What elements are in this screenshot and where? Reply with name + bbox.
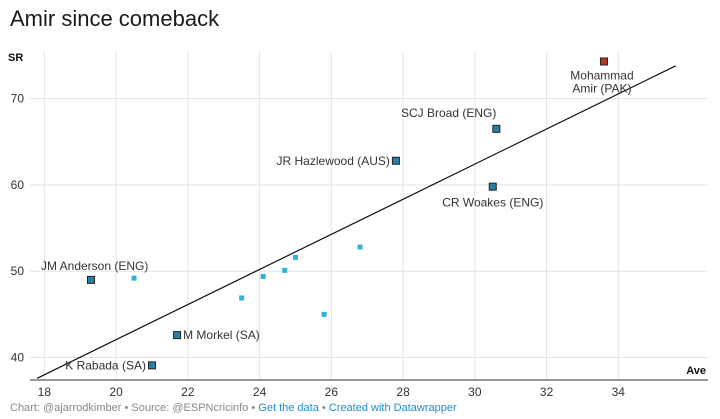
get-data-link[interactable]: Get the data (258, 402, 319, 414)
labeled-point (488, 182, 497, 191)
footer-credit: Chart: @ajarrodkimber • Source: @ESPNcri… (10, 402, 256, 414)
data-point (357, 244, 363, 250)
y-tick-label: 70 (11, 92, 25, 106)
labeled-point (391, 156, 400, 165)
x-tick-label: 24 (253, 385, 267, 399)
chart-title: Amir since comeback (10, 6, 220, 31)
point-label: Mohammad Amir (PAK) (570, 68, 633, 95)
grid-lines (30, 52, 708, 381)
data-point (282, 267, 288, 273)
labeled-point (173, 331, 182, 340)
labeled-point (147, 361, 156, 370)
data-point (292, 254, 298, 260)
point-label: CR Woakes (ENG) (442, 196, 543, 210)
point-label: JR Hazlewood (AUS) (277, 154, 390, 168)
labeled-point (86, 275, 95, 284)
trend-line (36, 65, 676, 379)
x-tick-label: 26 (325, 385, 339, 399)
x-tick-label: 34 (612, 385, 626, 399)
y-tick-labels: 40 50 60 70 (11, 92, 25, 365)
highlight-point (599, 57, 608, 66)
data-point (321, 311, 327, 317)
x-axis-label: Ave (686, 365, 706, 377)
data-point (131, 275, 137, 281)
axis-labels: SR Ave (8, 52, 706, 377)
point-label: M Morkel (SA) (183, 328, 260, 342)
x-tick-labels: 18 20 22 24 26 28 30 32 34 (38, 385, 626, 399)
point-labels: Mohammad Amir (PAK) SCJ Broad (ENG) JR Hazl… (41, 68, 634, 372)
point-label: JM Anderson (ENG) (41, 259, 148, 273)
chart-footer: Chart: @ajarrodkimber • Source: @ESPNcri… (10, 402, 457, 414)
point-label: SCJ Broad (ENG) (401, 106, 496, 120)
x-tick-label: 28 (396, 385, 410, 399)
y-tick-label: 40 (11, 351, 25, 365)
x-tick-label: 18 (38, 385, 52, 399)
y-tick-label: 60 (11, 178, 25, 192)
footer-separator: • (321, 402, 326, 414)
data-points (86, 57, 608, 370)
trend-line-group (36, 65, 676, 379)
y-axis-label: SR (8, 52, 23, 64)
x-tick-label: 22 (181, 385, 195, 399)
labeled-point (492, 124, 501, 133)
x-tick-label: 32 (540, 385, 554, 399)
point-label: K Rabada (SA) (65, 358, 146, 372)
data-point (260, 273, 266, 279)
y-tick-label: 50 (11, 264, 25, 278)
x-tick-label: 20 (109, 385, 123, 399)
datawrapper-link[interactable]: Created with Datawrapper (328, 402, 457, 414)
x-tick-label: 30 (468, 385, 482, 399)
data-point (239, 295, 245, 301)
